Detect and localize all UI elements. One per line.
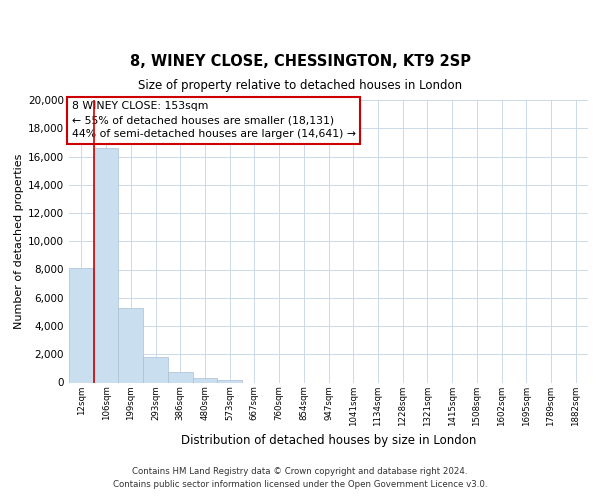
Bar [193,378,217,382]
Bar [143,357,168,382]
Bar [94,148,118,382]
Bar [217,380,242,382]
Bar [69,268,94,382]
Text: Size of property relative to detached houses in London: Size of property relative to detached ho… [138,79,462,92]
Text: Contains HM Land Registry data © Crown copyright and database right 2024.: Contains HM Land Registry data © Crown c… [132,467,468,476]
X-axis label: Distribution of detached houses by size in London: Distribution of detached houses by size … [181,434,476,447]
Text: Contains public sector information licensed under the Open Government Licence v3: Contains public sector information licen… [113,480,487,489]
Bar [118,308,143,382]
Text: 8 WINEY CLOSE: 153sqm
← 55% of detached houses are smaller (18,131)
44% of semi-: 8 WINEY CLOSE: 153sqm ← 55% of detached … [71,102,356,140]
Y-axis label: Number of detached properties: Number of detached properties [14,154,24,329]
Bar [168,372,193,382]
Text: 8, WINEY CLOSE, CHESSINGTON, KT9 2SP: 8, WINEY CLOSE, CHESSINGTON, KT9 2SP [130,54,470,69]
